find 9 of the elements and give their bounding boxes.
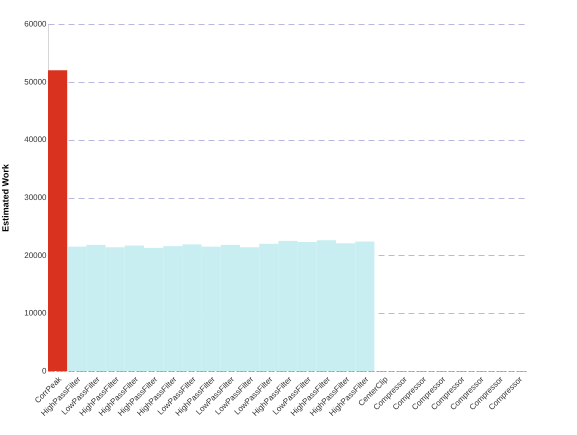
y-tick-label: 40000	[24, 135, 48, 144]
bar	[48, 70, 68, 371]
y-tick-label: 60000	[24, 20, 48, 28]
y-tick-label: 10000	[24, 308, 48, 318]
y-tick-label: 20000	[24, 250, 48, 260]
y-axis-title: Estimated Work	[0, 163, 10, 232]
y-tick-label: 0	[42, 366, 48, 376]
y-tick-label: 50000	[24, 77, 48, 86]
y-tick-label: 30000	[24, 193, 48, 202]
